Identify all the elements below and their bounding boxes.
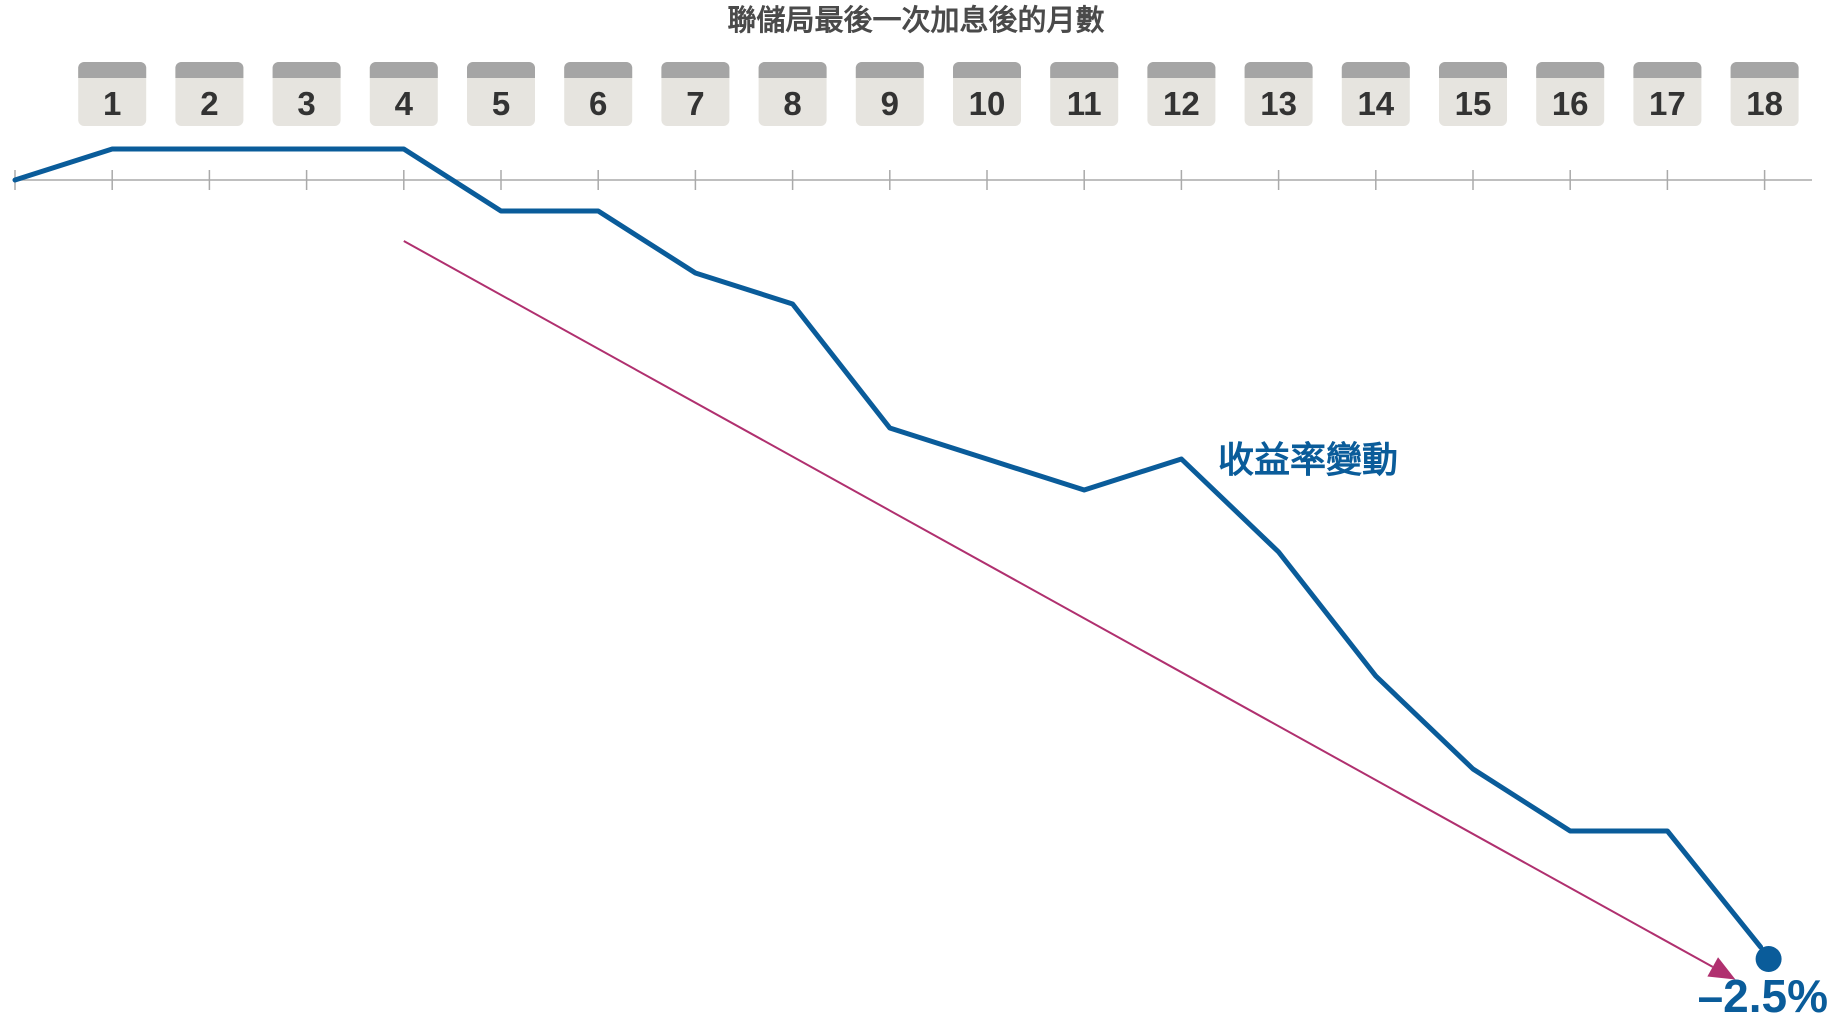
series-line bbox=[12, 146, 1764, 950]
calendar-month-18: 18 bbox=[1730, 62, 1799, 126]
calendar-top-bar bbox=[564, 62, 633, 78]
month-label-1: 1 bbox=[103, 85, 121, 122]
month-label-12: 12 bbox=[1163, 85, 1200, 122]
calendar-top-bar bbox=[78, 62, 147, 78]
calendar-top-bar bbox=[272, 62, 341, 78]
month-label-9: 9 bbox=[881, 85, 899, 122]
trend-arrow-head bbox=[1707, 957, 1736, 980]
month-label-6: 6 bbox=[589, 85, 607, 122]
calendar-top-bar bbox=[855, 62, 924, 78]
month-label-16: 16 bbox=[1552, 85, 1589, 122]
calendar-month-8: 8 bbox=[758, 62, 827, 126]
month-label-13: 13 bbox=[1260, 85, 1297, 122]
calendar-month-3: 3 bbox=[272, 62, 341, 126]
month-label-8: 8 bbox=[783, 85, 801, 122]
calendar-month-16: 16 bbox=[1536, 62, 1605, 126]
month-label-11: 11 bbox=[1067, 85, 1102, 122]
month-label-3: 3 bbox=[297, 85, 315, 122]
calendar-top-bar bbox=[1050, 62, 1119, 78]
calendar-month-10: 10 bbox=[953, 62, 1021, 126]
trend-arrow-line bbox=[403, 240, 1714, 968]
calendar-month-7: 7 bbox=[661, 62, 730, 126]
calendar-month-5: 5 bbox=[467, 62, 535, 126]
calendar-top-bar bbox=[953, 62, 1021, 78]
calendar-top-bar bbox=[1439, 62, 1507, 78]
calendar-month-11: 11 bbox=[1050, 62, 1119, 126]
chart-title: 聯儲局最後一次加息後的月數 bbox=[727, 3, 1104, 37]
end-value-label: –2.5% bbox=[1698, 970, 1828, 1014]
calendar-month-4: 4 bbox=[369, 62, 438, 126]
month-label-18: 18 bbox=[1746, 85, 1783, 122]
month-label-7: 7 bbox=[686, 85, 704, 122]
calendar-month-17: 17 bbox=[1633, 62, 1702, 126]
month-label-10: 10 bbox=[969, 85, 1006, 122]
calendar-top-bar bbox=[1633, 62, 1702, 78]
calendar-top-bar bbox=[467, 62, 535, 78]
x-axis bbox=[14, 170, 1812, 190]
calendar-month-6: 6 bbox=[564, 62, 633, 126]
month-label-14: 14 bbox=[1357, 85, 1394, 122]
month-label-4: 4 bbox=[395, 85, 414, 122]
calendar-top-bar bbox=[1147, 62, 1216, 78]
calendar-month-15: 15 bbox=[1439, 62, 1507, 126]
calendar-top-bar bbox=[1341, 62, 1410, 78]
series-line-group bbox=[12, 146, 1782, 972]
calendar-month-9: 9 bbox=[855, 62, 924, 126]
series-label: 收益率變動 bbox=[1218, 440, 1398, 481]
calendar-top-bar bbox=[369, 62, 438, 78]
calendar-month-1: 1 bbox=[78, 62, 147, 126]
trend-arrow bbox=[403, 240, 1736, 980]
calendar-top-bar bbox=[758, 62, 827, 78]
calendar-month-14: 14 bbox=[1341, 62, 1410, 126]
calendar-month-12: 12 bbox=[1147, 62, 1216, 126]
calendar-top-bar bbox=[1730, 62, 1799, 78]
calendar-top-bar bbox=[1536, 62, 1605, 78]
month-label-17: 17 bbox=[1649, 85, 1686, 122]
calendar-month-2: 2 bbox=[175, 62, 244, 126]
calendar-top-bar bbox=[175, 62, 244, 78]
end-point-marker bbox=[1755, 946, 1782, 972]
month-label-15: 15 bbox=[1455, 85, 1492, 122]
calendar-top-bar bbox=[661, 62, 730, 78]
month-calendar-row: 1 2 3 4 5 6 7 8 9 10 11 12 13 14 15 16 17 18 bbox=[78, 62, 1799, 126]
month-label-2: 2 bbox=[200, 85, 218, 122]
month-label-5: 5 bbox=[492, 85, 510, 122]
calendar-top-bar bbox=[1244, 62, 1313, 78]
calendar-month-13: 13 bbox=[1244, 62, 1313, 126]
